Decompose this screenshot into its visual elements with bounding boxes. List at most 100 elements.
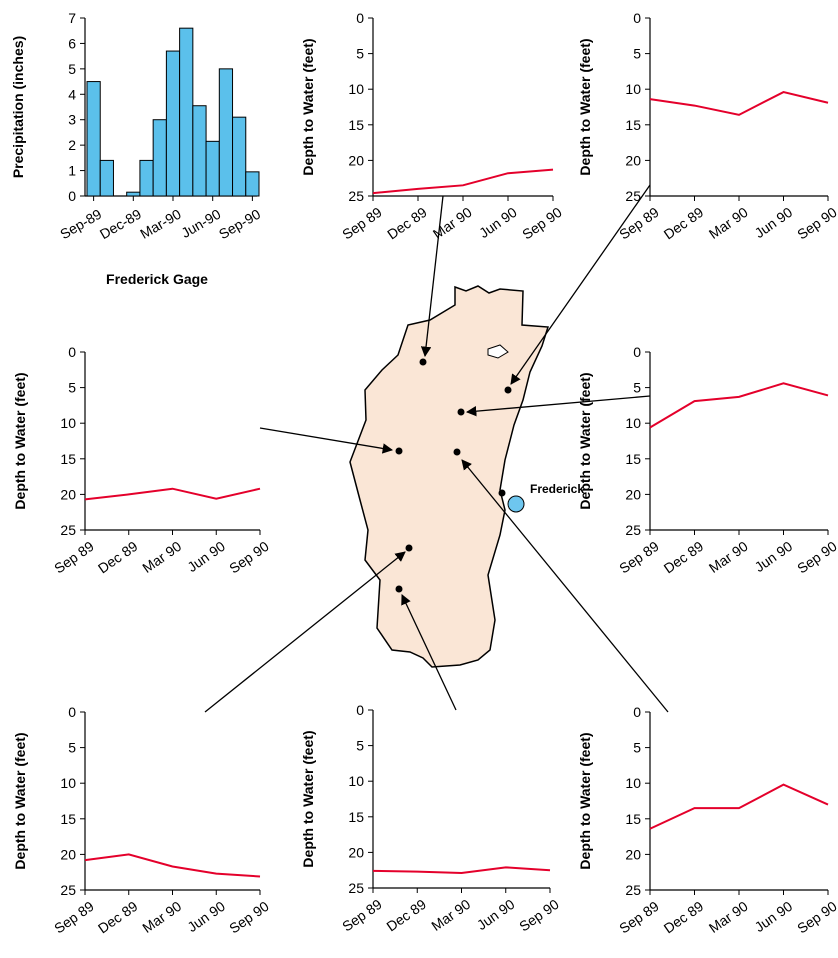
county-outline	[349, 285, 549, 668]
x-tick-label: Dec 89	[661, 538, 707, 577]
depth-line	[84, 853, 261, 878]
well-point	[504, 386, 512, 394]
x-tick-label: Sep-90	[216, 206, 263, 243]
precip-bar	[86, 81, 101, 197]
x-tick-label: Dec 89	[384, 204, 430, 243]
county-map: Frederick	[349, 285, 584, 668]
y-axis-label: Depth to Water (feet)	[577, 372, 593, 509]
leader-arrow	[204, 551, 406, 713]
well-point	[457, 408, 465, 416]
y-tick-label: 6	[68, 35, 76, 51]
precip-bar	[99, 159, 114, 197]
precip-bar	[192, 105, 207, 197]
y-tick-label: 10	[625, 415, 641, 431]
x-tick-label: Dec 89	[95, 898, 141, 937]
well-point	[395, 447, 403, 455]
y-tick-label: 15	[348, 809, 364, 825]
x-tick-label: Dec 89	[661, 898, 707, 937]
x-tick-label: Sep 89	[51, 538, 97, 577]
x-tick-label: Mar 90	[706, 204, 751, 242]
well-points	[395, 358, 512, 593]
y-tick-label: 4	[68, 86, 76, 102]
y-tick-label: 20	[60, 486, 76, 502]
y-tick-label: 25	[625, 522, 641, 538]
y-tick-label: 1	[68, 163, 76, 179]
depth-line	[372, 866, 551, 875]
x-tick-label: Mar-90	[137, 206, 184, 242]
x-tick-label: Sep 89	[51, 898, 97, 937]
well-point	[498, 489, 506, 497]
x-tick-label: Sep 89	[616, 898, 662, 937]
y-tick-label: 20	[348, 844, 364, 860]
y-tick-label: 5	[633, 380, 641, 396]
leader-arrow	[465, 395, 651, 417]
x-tick-label: Jun 90	[752, 898, 796, 935]
leader-arrow	[259, 427, 394, 454]
y-tick-label: 15	[348, 117, 364, 133]
precip-bar	[152, 119, 167, 197]
well-bottom-right-chart: 0 5 10 15 20 25 Depth to Water (feet) Sep 89Dec…	[577, 704, 838, 936]
y-tick-label: 20	[348, 152, 364, 168]
precip-bar	[139, 159, 154, 197]
leader-arrow	[461, 459, 669, 713]
y-tick-label: 25	[625, 882, 641, 898]
y-tick-label: 25	[60, 522, 76, 538]
y-tick-label: 25	[60, 882, 76, 898]
y-tick-label: 15	[625, 451, 641, 467]
y-tick-label: 20	[625, 152, 641, 168]
well-point	[405, 544, 413, 552]
y-tick-label: 20	[625, 486, 641, 502]
precip-bar	[245, 171, 260, 197]
y-tick-label: 15	[60, 451, 76, 467]
precip-bar	[232, 116, 247, 197]
well-point	[453, 448, 461, 456]
y-axis-label: Depth to Water (feet)	[300, 730, 316, 867]
depth-line	[649, 783, 829, 830]
depth-line	[84, 487, 261, 501]
y-tick-label: 5	[633, 46, 641, 62]
x-tick-label: Sep 90	[794, 538, 838, 577]
well-mid-left-chart: 0 5 10 15 20 25 Depth to Water (feet) Sep 89Dec…	[12, 344, 272, 576]
city-marker	[507, 495, 525, 513]
y-axis-label: Depth to Water (feet)	[12, 732, 28, 869]
y-tick-label: 0	[356, 10, 364, 26]
x-tick-label: Dec-89	[97, 206, 144, 243]
y-tick-label: 25	[348, 188, 364, 204]
x-tick-label: Sep 90	[516, 896, 562, 935]
y-tick-label: 2	[68, 137, 76, 153]
city-label: Frederick	[530, 482, 584, 496]
x-tick-label: Mar 90	[706, 898, 751, 936]
x-tick-label: Jun 90	[752, 538, 796, 575]
x-tick-label: Sep 90	[794, 898, 838, 937]
x-tick-label: Mar 90	[428, 896, 473, 934]
precip-bar	[205, 140, 220, 197]
y-tick-label: 20	[625, 846, 641, 862]
x-tick-label: Mar 90	[706, 538, 751, 576]
y-tick-label: 0	[356, 702, 364, 718]
y-tick-label: 10	[348, 773, 364, 789]
y-axis-label: Depth to Water (feet)	[300, 38, 316, 175]
x-tick-label: Jun 90	[474, 896, 518, 933]
precip-bar	[179, 27, 194, 197]
x-tick-label: Sep 90	[794, 204, 838, 243]
y-tick-label: 5	[68, 61, 76, 77]
y-tick-label: 0	[633, 704, 641, 720]
well-bottom-left-chart: 0 5 10 15 20 25 Depth to Water (feet) Sep 89Dec…	[12, 704, 272, 936]
x-tick-label: Dec 89	[383, 896, 429, 935]
y-tick-label: 0	[68, 188, 76, 204]
depth-line	[649, 90, 829, 116]
precip-chart: 0 1 2 3 4 5 6 7 Precipitation (inches) Sep-89Dec-…	[10, 10, 263, 287]
y-axis-label: Precipitation (inches)	[10, 36, 26, 178]
depth-line	[649, 382, 829, 429]
x-tick-label: Mar 90	[430, 204, 475, 242]
x-tick-label: Sep 89	[339, 896, 385, 935]
precip-bar	[165, 50, 181, 197]
y-tick-label: 10	[625, 775, 641, 791]
x-tick-label: Jun 90	[752, 204, 796, 241]
well-top-mid-chart: 0 5 10 15 20 25 Depth to Water (feet) Sep 89 Dec…	[300, 10, 565, 242]
y-tick-label: 5	[68, 740, 76, 756]
leader-arrow	[420, 195, 444, 358]
x-tick-label: Sep 89	[616, 538, 662, 577]
x-tick-label: Jun 90	[476, 204, 520, 241]
